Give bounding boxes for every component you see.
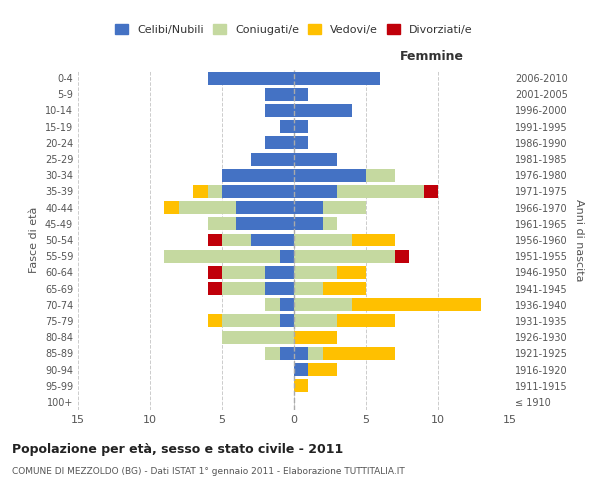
- Y-axis label: Fasce di età: Fasce di età: [29, 207, 39, 273]
- Bar: [294, 266, 337, 279]
- Bar: [323, 201, 366, 214]
- Bar: [323, 347, 395, 360]
- Bar: [424, 185, 438, 198]
- Bar: [280, 298, 294, 311]
- Bar: [294, 152, 337, 166]
- Legend: Celibi/Nubili, Coniugati/e, Vedovi/e, Divorziati/e: Celibi/Nubili, Coniugati/e, Vedovi/e, Di…: [112, 21, 476, 38]
- Bar: [337, 185, 424, 198]
- Bar: [222, 234, 251, 246]
- Bar: [308, 347, 323, 360]
- Bar: [222, 330, 294, 344]
- Bar: [337, 314, 395, 328]
- Bar: [294, 169, 366, 181]
- Bar: [208, 72, 294, 85]
- Bar: [208, 266, 222, 279]
- Bar: [294, 234, 352, 246]
- Bar: [308, 363, 337, 376]
- Text: COMUNE DI MEZZOLDO (BG) - Dati ISTAT 1° gennaio 2011 - Elaborazione TUTTITALIA.I: COMUNE DI MEZZOLDO (BG) - Dati ISTAT 1° …: [12, 468, 405, 476]
- Bar: [395, 250, 409, 262]
- Bar: [265, 88, 294, 101]
- Bar: [222, 185, 294, 198]
- Bar: [236, 201, 294, 214]
- Bar: [265, 266, 294, 279]
- Bar: [265, 136, 294, 149]
- Bar: [208, 185, 222, 198]
- Bar: [265, 282, 294, 295]
- Bar: [208, 234, 222, 246]
- Bar: [294, 298, 352, 311]
- Bar: [294, 72, 380, 85]
- Bar: [222, 314, 280, 328]
- Bar: [294, 347, 308, 360]
- Bar: [164, 201, 179, 214]
- Bar: [222, 282, 265, 295]
- Bar: [280, 250, 294, 262]
- Bar: [280, 120, 294, 133]
- Bar: [236, 218, 294, 230]
- Bar: [294, 136, 308, 149]
- Bar: [251, 234, 294, 246]
- Bar: [294, 201, 323, 214]
- Bar: [251, 152, 294, 166]
- Bar: [208, 314, 222, 328]
- Bar: [179, 201, 236, 214]
- Bar: [265, 347, 280, 360]
- Bar: [366, 169, 395, 181]
- Bar: [323, 282, 366, 295]
- Bar: [294, 379, 308, 392]
- Bar: [294, 282, 323, 295]
- Bar: [294, 314, 337, 328]
- Bar: [164, 250, 280, 262]
- Bar: [193, 185, 208, 198]
- Bar: [208, 218, 236, 230]
- Bar: [208, 282, 222, 295]
- Bar: [222, 266, 265, 279]
- Bar: [265, 104, 294, 117]
- Bar: [294, 185, 337, 198]
- Y-axis label: Anni di nascita: Anni di nascita: [574, 198, 584, 281]
- Bar: [352, 298, 481, 311]
- Bar: [323, 218, 337, 230]
- Bar: [294, 218, 323, 230]
- Bar: [294, 250, 395, 262]
- Bar: [294, 330, 337, 344]
- Bar: [352, 234, 395, 246]
- Bar: [280, 314, 294, 328]
- Text: Popolazione per età, sesso e stato civile - 2011: Popolazione per età, sesso e stato civil…: [12, 442, 343, 456]
- Bar: [294, 363, 308, 376]
- Bar: [294, 120, 308, 133]
- Bar: [337, 266, 366, 279]
- Bar: [294, 88, 308, 101]
- Bar: [294, 104, 352, 117]
- Text: Femmine: Femmine: [400, 50, 464, 63]
- Bar: [280, 347, 294, 360]
- Bar: [222, 169, 294, 181]
- Bar: [265, 298, 280, 311]
